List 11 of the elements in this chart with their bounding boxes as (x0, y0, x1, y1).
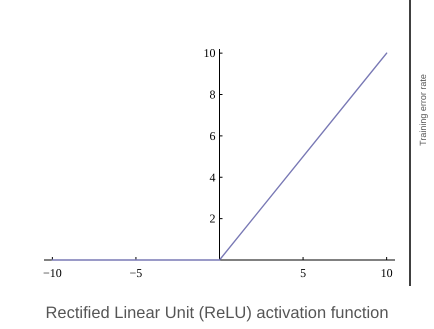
x-tick-label: −10 (42, 266, 62, 280)
x-tick-label: −5 (130, 266, 142, 280)
text: Training error rate (418, 74, 428, 146)
y-tick-label: 2 (210, 212, 216, 226)
text: Rectified Linear Unit (ReLU) activation function (46, 304, 388, 322)
x-tick-label: 5 (300, 266, 306, 280)
x-tick-label: 10 (380, 266, 393, 280)
y-tick-label: 6 (210, 128, 216, 143)
y-tick-label: 4 (210, 170, 216, 184)
y-tick-label: 8 (210, 88, 216, 102)
y-tick-label: 10 (204, 46, 216, 60)
